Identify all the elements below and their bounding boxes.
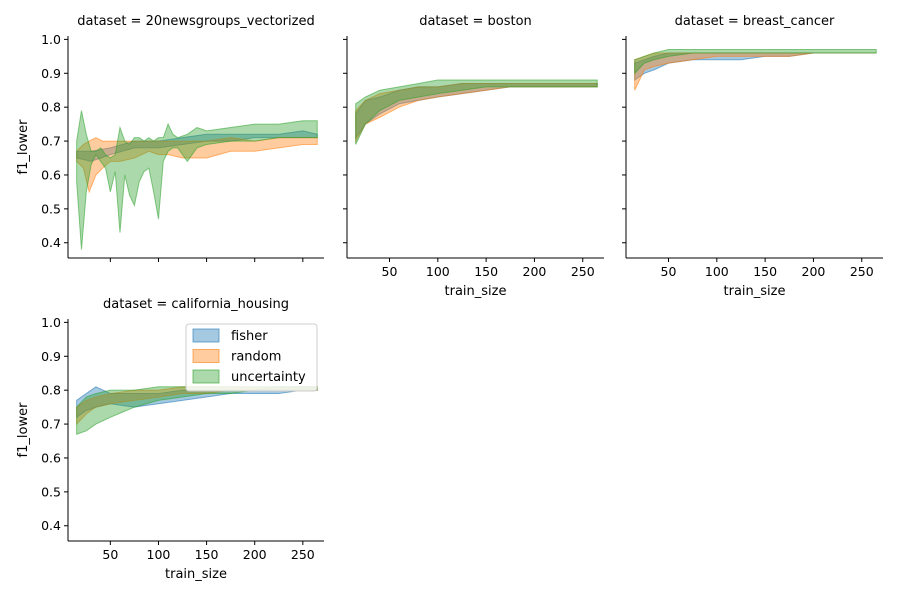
legend-label-random: random	[231, 350, 281, 365]
y-axis-title: f1_lower	[16, 119, 31, 175]
y-axis-title: f1_lower	[16, 402, 31, 458]
x-tick-label: 50	[382, 264, 398, 279]
legend-swatch-fisher	[192, 328, 220, 343]
y-tick-label: 0.6	[41, 450, 61, 465]
panel-title: dataset = breast_cancer	[675, 14, 835, 29]
x-tick-label: 200	[243, 547, 267, 562]
x-axis-title: train_size	[445, 284, 507, 299]
panel-title: dataset = california_housing	[103, 297, 289, 312]
y-tick-label: 0.8	[41, 100, 61, 115]
facet-panel-boston: 50 100 150 200 250 dataset = boston train_size	[343, 14, 604, 299]
y-tick-label: 0.6	[41, 167, 61, 182]
y-tick-label: 0.7	[41, 134, 61, 149]
y-tick-label: 0.5	[41, 201, 61, 216]
y-tick-label: 0.9	[41, 349, 61, 364]
x-tick-label: 250	[291, 547, 315, 562]
facet-panel-20newsgroups_vectorized: 0.4 0.5 0.6 0.7 0.8 0.9 1.0 dataset = 20newsgro…	[16, 14, 324, 262]
legend-swatch-random	[192, 349, 220, 363]
x-tick-label: 50	[102, 547, 118, 562]
y-tick-label: 0.4	[41, 518, 61, 533]
legend-label-uncertainty: uncertainty	[231, 370, 306, 385]
band-uncertainty	[355, 79, 598, 145]
x-tick-label: 200	[802, 264, 826, 279]
y-tick-label: 0.7	[41, 417, 61, 432]
y-tick-label: 1.0	[41, 32, 61, 47]
band-uncertainty	[76, 110, 318, 250]
x-tick-label: 50	[661, 264, 677, 279]
x-tick-label: 150	[474, 264, 498, 279]
x-tick-label: 150	[753, 264, 777, 279]
band-uncertainty	[634, 49, 877, 75]
x-tick-label: 100	[147, 547, 171, 562]
x-tick-label: 150	[195, 547, 219, 562]
y-tick-label: 0.4	[41, 235, 61, 250]
x-tick-label: 100	[426, 264, 450, 279]
x-tick-label: 100	[705, 264, 729, 279]
x-tick-label: 200	[523, 264, 547, 279]
x-tick-label: 250	[571, 264, 595, 279]
y-tick-label: 0.9	[41, 66, 61, 81]
panel-title: dataset = 20newsgroups_vectorized	[77, 14, 314, 29]
x-tick-label: 250	[850, 264, 874, 279]
x-axis-title: train_size	[165, 567, 227, 582]
facet-panel-california_housing: 0.4 0.5 0.6 0.7 0.8 0.9 1.0 50 100 150 200 250 datas…	[16, 297, 324, 582]
band-uncertainty	[76, 386, 318, 435]
legend-swatch-uncertainty	[192, 369, 220, 384]
x-axis-title: train_size	[724, 284, 786, 299]
facet-panel-breast_cancer: 50 100 150 200 250 dataset = breast_cancertra…	[622, 14, 883, 299]
y-tick-label: 1.0	[41, 315, 61, 330]
band-random	[76, 137, 318, 194]
y-tick-label: 0.5	[41, 484, 61, 499]
y-tick-label: 0.8	[41, 383, 61, 398]
legend: fisher random uncertainty	[185, 323, 318, 392]
panel-title: dataset = boston	[419, 14, 532, 29]
legend-label-fisher: fisher	[231, 329, 268, 344]
